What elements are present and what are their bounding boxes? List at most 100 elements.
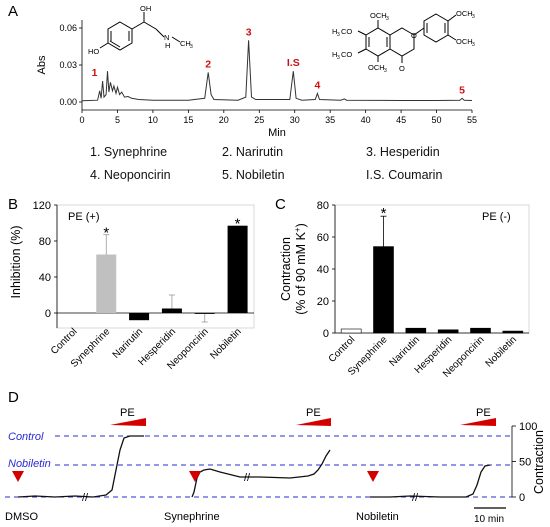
a-y-tick-label: 0.00 bbox=[59, 97, 77, 107]
nobiletin-sub-3: 3 bbox=[472, 42, 475, 48]
nobiletin-break: // bbox=[412, 492, 419, 504]
nobiletin-h-2: H bbox=[332, 50, 337, 59]
a-x-tick-label: 45 bbox=[396, 115, 406, 125]
nobiletin-sub-4: 3 bbox=[337, 32, 340, 38]
c-bar bbox=[502, 330, 524, 334]
nobiletin-co-1: CO bbox=[341, 27, 352, 36]
a-x-tick-label: 20 bbox=[219, 115, 229, 125]
a-x-tick-label: 15 bbox=[183, 115, 193, 125]
b-y-tick-label: 80 bbox=[39, 236, 51, 248]
b-category-label: Nobiletin bbox=[208, 326, 243, 361]
b-condition-label: PE (+) bbox=[68, 211, 99, 223]
c-bar bbox=[437, 329, 459, 334]
nobiletin-structure bbox=[357, 13, 457, 63]
synephrine-ch: CH bbox=[180, 39, 191, 48]
b-bar bbox=[96, 254, 117, 313]
a-x-tick-label: 0 bbox=[79, 115, 84, 125]
nobiletin-ome-right-bottom: OCH bbox=[456, 37, 473, 46]
nobiletin-h-1: H bbox=[332, 27, 337, 36]
synephrine-break: // bbox=[244, 472, 251, 484]
dmso-marker-arrow bbox=[12, 471, 24, 482]
c-condition-label: PE (-) bbox=[482, 211, 511, 223]
a-y-tick-label: 0.06 bbox=[59, 23, 77, 33]
dmso-break: // bbox=[82, 492, 89, 504]
nobiletin-pe-ramp bbox=[460, 418, 496, 426]
chromatogram-trace bbox=[81, 40, 473, 102]
c-y-tick-label: 0 bbox=[323, 328, 329, 340]
synephrine-trace bbox=[191, 449, 331, 498]
c-bar bbox=[340, 328, 362, 334]
synephrine-pe-ramp bbox=[296, 418, 331, 426]
b-y-tick-label: 0 bbox=[45, 308, 51, 320]
nobiletin-marker-arrow bbox=[367, 471, 379, 482]
c-y-tick-label: 40 bbox=[317, 264, 329, 276]
c-category-label: Control bbox=[327, 334, 358, 365]
nobiletin-ring-o: O bbox=[411, 31, 417, 40]
dmso-condition-label: DMSO bbox=[5, 511, 38, 523]
synephrine-pe-label: PE bbox=[306, 407, 321, 419]
a-x-tick-label: 55 bbox=[467, 115, 477, 125]
synephrine-marker-arrow bbox=[189, 471, 201, 482]
c-plot-frame bbox=[334, 204, 530, 334]
panel-label-d: D bbox=[8, 389, 19, 406]
b-y-axis-label: Inhibition (%) bbox=[9, 226, 23, 299]
control-line-label: Control bbox=[8, 431, 44, 443]
panel-label-b: B bbox=[8, 196, 18, 213]
synephrine-labels: HO OH N H CH 3 bbox=[88, 4, 193, 56]
legend-item-2: 2. Narirutin bbox=[222, 145, 284, 159]
c-y-axis-label-line2: (% of 90 mM K+) bbox=[293, 223, 308, 315]
a-x-tick-label: 35 bbox=[325, 115, 335, 125]
peak-label: 2 bbox=[205, 58, 211, 70]
b-bar bbox=[227, 225, 248, 313]
peak-label: 5 bbox=[459, 84, 465, 96]
nobiletin-trace bbox=[370, 464, 491, 498]
a-x-tick-label: 25 bbox=[254, 115, 264, 125]
d-right-tick-label: 50 bbox=[519, 457, 531, 469]
legend-item-6: I.S. Coumarin bbox=[366, 168, 443, 182]
panel-label-c: C bbox=[275, 196, 286, 213]
dmso-pe-ramp bbox=[110, 418, 146, 426]
nobiletin-ome-bottom: OCH bbox=[368, 63, 385, 72]
a-x-tick-label: 40 bbox=[361, 115, 371, 125]
nobiletin-keto-o: O bbox=[399, 64, 405, 73]
a-y-axis-label: Abs bbox=[36, 55, 48, 74]
nobiletin-co-2: CO bbox=[341, 50, 352, 59]
legend-item-1: 1. Synephrine bbox=[90, 145, 168, 159]
peak-label: 3 bbox=[246, 26, 252, 38]
c-y-tick-label: 80 bbox=[317, 200, 329, 212]
nobiletin-sub-5: 3 bbox=[337, 55, 340, 61]
synephrine-h: H bbox=[165, 41, 170, 50]
synephrine-condition-label: Synephrine bbox=[164, 511, 220, 523]
dmso-pe-label: PE bbox=[120, 407, 135, 419]
dmso-trace bbox=[17, 435, 144, 498]
a-x-axis-label: Min bbox=[268, 127, 286, 139]
synephrine-oh: OH bbox=[140, 4, 151, 13]
nobiletin-ome-top: OCH bbox=[370, 11, 387, 20]
nobiletin-sub-2: 3 bbox=[472, 14, 475, 20]
panel-label-a: A bbox=[8, 3, 18, 20]
c-significance-marker: * bbox=[381, 205, 387, 222]
c-y-axis-label: Contraction (% of 90 mM K+) bbox=[279, 223, 308, 315]
c-bar bbox=[470, 327, 491, 334]
nobiletin-labels: OCH 3 OCH 3 OCH 3 H 3 CO H 3 CO OCH 3 O … bbox=[332, 9, 475, 74]
b-plot-frame bbox=[56, 204, 255, 329]
synephrine-ho: HO bbox=[88, 47, 99, 56]
c-category-label: Nobiletin bbox=[484, 334, 519, 369]
nobiletin-pe-label: PE bbox=[476, 407, 491, 419]
peak-label: 1 bbox=[92, 67, 98, 79]
a-x-tick-label: 5 bbox=[115, 115, 120, 125]
c-y-tick-label: 60 bbox=[317, 232, 329, 244]
b-y-tick-label: 40 bbox=[39, 272, 51, 284]
c-y-axis-label-line1: Contraction bbox=[279, 237, 293, 301]
chromatogram-panel: 0 5 10 15 20 25 30 35 40 45 50 55 0.000.030.06 123I… bbox=[36, 4, 477, 139]
synephrine-structure bbox=[99, 12, 181, 51]
b-bar bbox=[194, 313, 215, 314]
c-y-tick-label: 20 bbox=[317, 296, 329, 308]
synephrine-sub: 3 bbox=[190, 44, 193, 50]
d-right-axis-label: Contraction bbox=[532, 430, 546, 494]
c-bar bbox=[405, 327, 427, 334]
time-scale-label: 10 min bbox=[474, 514, 504, 525]
